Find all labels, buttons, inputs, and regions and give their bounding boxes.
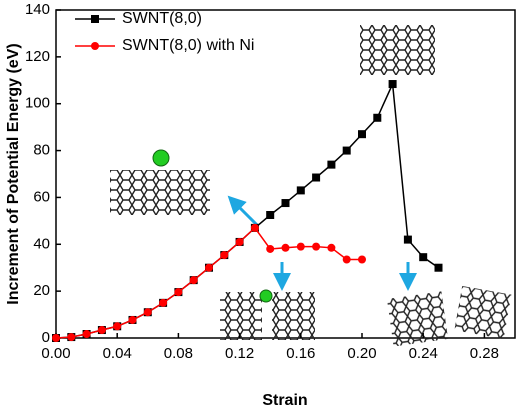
x-tick-label: 0.16 bbox=[286, 345, 315, 362]
illustrations bbox=[110, 25, 512, 347]
y-tick-label: 0 bbox=[42, 329, 50, 346]
point bbox=[67, 333, 76, 342]
x-tick-label: 0.04 bbox=[103, 345, 132, 362]
legend-marker bbox=[91, 42, 99, 50]
nanotube-image bbox=[220, 292, 262, 340]
point bbox=[403, 235, 412, 244]
nanotube-image bbox=[110, 170, 210, 215]
nanotube-image bbox=[272, 292, 315, 340]
y-tick-label: 100 bbox=[25, 95, 50, 112]
point bbox=[82, 330, 91, 339]
point bbox=[358, 130, 366, 139]
point bbox=[250, 223, 259, 232]
point bbox=[327, 243, 336, 252]
x-tick-label: 0.00 bbox=[41, 345, 70, 362]
y-tick-label: 120 bbox=[25, 48, 50, 65]
point bbox=[189, 276, 198, 285]
point bbox=[312, 242, 321, 251]
nanotube-image bbox=[386, 291, 449, 347]
point bbox=[358, 255, 366, 264]
point bbox=[296, 242, 305, 251]
ni-atom bbox=[259, 289, 273, 303]
point bbox=[128, 315, 137, 324]
nanotube-image bbox=[454, 285, 512, 339]
x-tick-label: 0.24 bbox=[409, 345, 438, 362]
point bbox=[281, 243, 290, 252]
point bbox=[159, 298, 168, 307]
point bbox=[373, 113, 382, 122]
legend-label: SWNT(8,0) bbox=[122, 10, 202, 27]
point bbox=[97, 326, 106, 335]
point bbox=[143, 308, 152, 317]
y-tick-label: 20 bbox=[33, 282, 50, 299]
point bbox=[342, 146, 351, 155]
ni-atom bbox=[152, 149, 170, 167]
y-tick-label: 80 bbox=[33, 142, 50, 159]
point bbox=[174, 288, 183, 297]
x-tick-label: 0.12 bbox=[225, 345, 254, 362]
legend-marker bbox=[91, 15, 99, 23]
point bbox=[419, 253, 428, 262]
point bbox=[312, 173, 321, 182]
point bbox=[281, 199, 290, 208]
point bbox=[296, 186, 305, 195]
x-tick-label: 0.08 bbox=[164, 345, 193, 362]
x-tick-label: 0.20 bbox=[347, 345, 376, 362]
legend-label: SWNT(8,0) with Ni bbox=[122, 37, 254, 54]
y-tick-label: 40 bbox=[33, 235, 50, 252]
point bbox=[220, 251, 229, 260]
x-tick-label: 0.28 bbox=[470, 345, 499, 362]
point bbox=[266, 211, 275, 219]
x-axis-title: Strain bbox=[262, 392, 307, 409]
point bbox=[52, 334, 60, 342]
point bbox=[235, 237, 244, 246]
point bbox=[434, 263, 443, 272]
y-axis-title: Increment of Potential Energy (eV) bbox=[5, 43, 22, 304]
arrow bbox=[227, 195, 260, 228]
point bbox=[342, 255, 351, 264]
y-tick-label: 60 bbox=[33, 188, 50, 205]
point bbox=[327, 160, 336, 169]
point bbox=[266, 244, 275, 253]
point bbox=[113, 322, 122, 331]
nanotube-image bbox=[360, 25, 435, 75]
point bbox=[205, 263, 213, 272]
y-tick-label: 140 bbox=[25, 1, 50, 18]
point bbox=[388, 80, 397, 89]
